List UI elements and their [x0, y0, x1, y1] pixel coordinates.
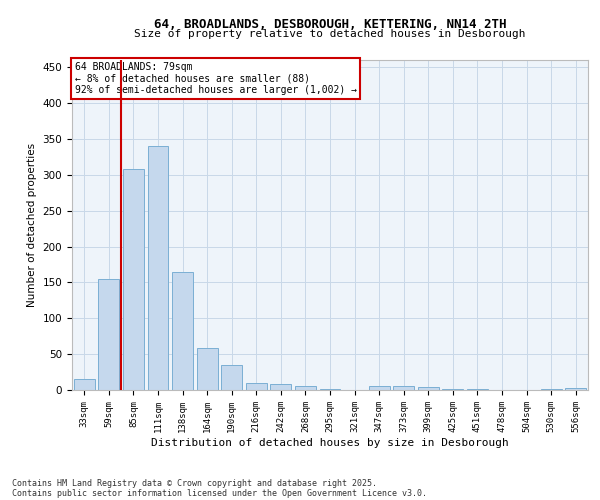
Bar	[123, 169, 144, 390]
Bar	[565, 388, 586, 390]
Bar	[271, 384, 292, 390]
Bar	[320, 388, 340, 390]
Y-axis label: Number of detached properties: Number of detached properties	[27, 143, 37, 307]
Bar	[368, 386, 389, 390]
Bar	[295, 386, 316, 390]
Bar	[393, 386, 414, 390]
Text: Contains HM Land Registry data © Crown copyright and database right 2025.: Contains HM Land Registry data © Crown c…	[12, 478, 377, 488]
Bar	[148, 146, 169, 390]
Bar	[418, 387, 439, 390]
Bar	[442, 388, 463, 390]
Bar	[172, 272, 193, 390]
X-axis label: Distribution of detached houses by size in Desborough: Distribution of detached houses by size …	[151, 438, 509, 448]
Bar	[221, 365, 242, 390]
Bar	[197, 348, 218, 390]
Text: Size of property relative to detached houses in Desborough: Size of property relative to detached ho…	[134, 29, 526, 39]
Text: 64, BROADLANDS, DESBOROUGH, KETTERING, NN14 2TH: 64, BROADLANDS, DESBOROUGH, KETTERING, N…	[154, 18, 506, 30]
Bar	[98, 279, 119, 390]
Text: Contains public sector information licensed under the Open Government Licence v3: Contains public sector information licen…	[12, 488, 427, 498]
Bar	[74, 379, 95, 390]
Text: 64 BROADLANDS: 79sqm
← 8% of detached houses are smaller (88)
92% of semi-detach: 64 BROADLANDS: 79sqm ← 8% of detached ho…	[74, 62, 356, 95]
Bar	[246, 383, 267, 390]
